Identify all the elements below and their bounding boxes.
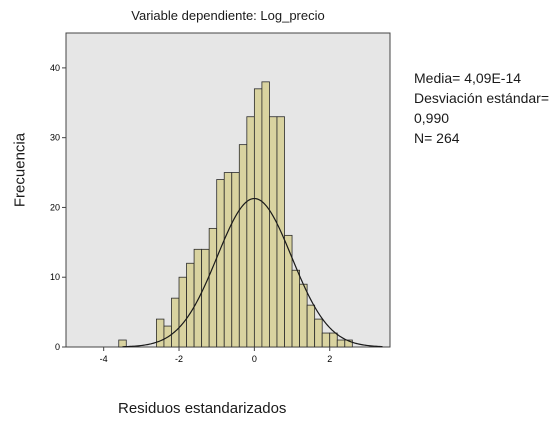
histogram-bar-11 — [231, 172, 240, 348]
histogram-bar-14 — [253, 88, 263, 348]
y-tick-label-1: 10 — [50, 272, 60, 282]
histogram-bar-21 — [306, 304, 316, 348]
x-tick-label-1: -2 — [175, 354, 183, 364]
histogram-bar-4 — [178, 276, 187, 348]
histogram-bar-0 — [118, 339, 127, 348]
y-axis-label: Frecuencia — [11, 132, 29, 208]
stats-n: N= 264 — [414, 130, 460, 146]
histogram-bar-18 — [284, 234, 293, 348]
y-tick-label-4: 40 — [50, 63, 60, 73]
stats-std-value: 0,990 — [414, 110, 450, 126]
histogram-bar-15 — [261, 81, 270, 348]
histogram-bar-3 — [171, 297, 180, 348]
normal-curve — [122, 197, 383, 348]
y-axis: 0 10 20 30 40 — [50, 63, 66, 352]
y-tick-label-3: 30 — [50, 133, 60, 143]
stats-mean: Media= 4,09E-14 — [414, 70, 522, 86]
x-tick-label-0: -4 — [100, 354, 108, 364]
histogram-bar-1 — [156, 318, 165, 348]
histogram-bar-8 — [208, 227, 218, 348]
histogram-bar-6 — [193, 248, 203, 348]
histogram-bar-23 — [321, 332, 331, 348]
histogram-bar-9 — [216, 179, 225, 348]
histogram-bars — [118, 81, 353, 348]
histogram-bar-13 — [246, 116, 255, 348]
histogram-bar-20 — [299, 283, 308, 348]
histogram-bar-16 — [269, 116, 278, 348]
stats-box: Media= 4,09E-14 Desviación estándar= 0,9… — [414, 68, 549, 148]
histogram-bar-7 — [201, 248, 210, 348]
x-tick-label-3: 2 — [327, 354, 332, 364]
histogram-bar-12 — [238, 144, 248, 348]
x-axis-label: Residuos estandarizados — [118, 400, 287, 417]
y-tick-label-0: 0 — [55, 342, 60, 352]
histogram-bar-19 — [291, 269, 300, 348]
histogram-bar-10 — [223, 172, 233, 348]
histogram-bar-26 — [344, 339, 353, 348]
histogram-bar-22 — [314, 318, 323, 348]
histogram-bar-24 — [329, 332, 338, 348]
histogram-bar-5 — [186, 262, 195, 348]
x-axis: -4 -2 0 2 — [100, 347, 332, 364]
y-tick-label-2: 20 — [50, 202, 60, 212]
x-tick-label-2: 0 — [252, 354, 257, 364]
chart-title: Variable dependiente: Log_precio — [131, 8, 325, 23]
histogram-bar-25 — [336, 339, 346, 348]
stats-std-label: Desviación estándar= — [414, 90, 550, 106]
